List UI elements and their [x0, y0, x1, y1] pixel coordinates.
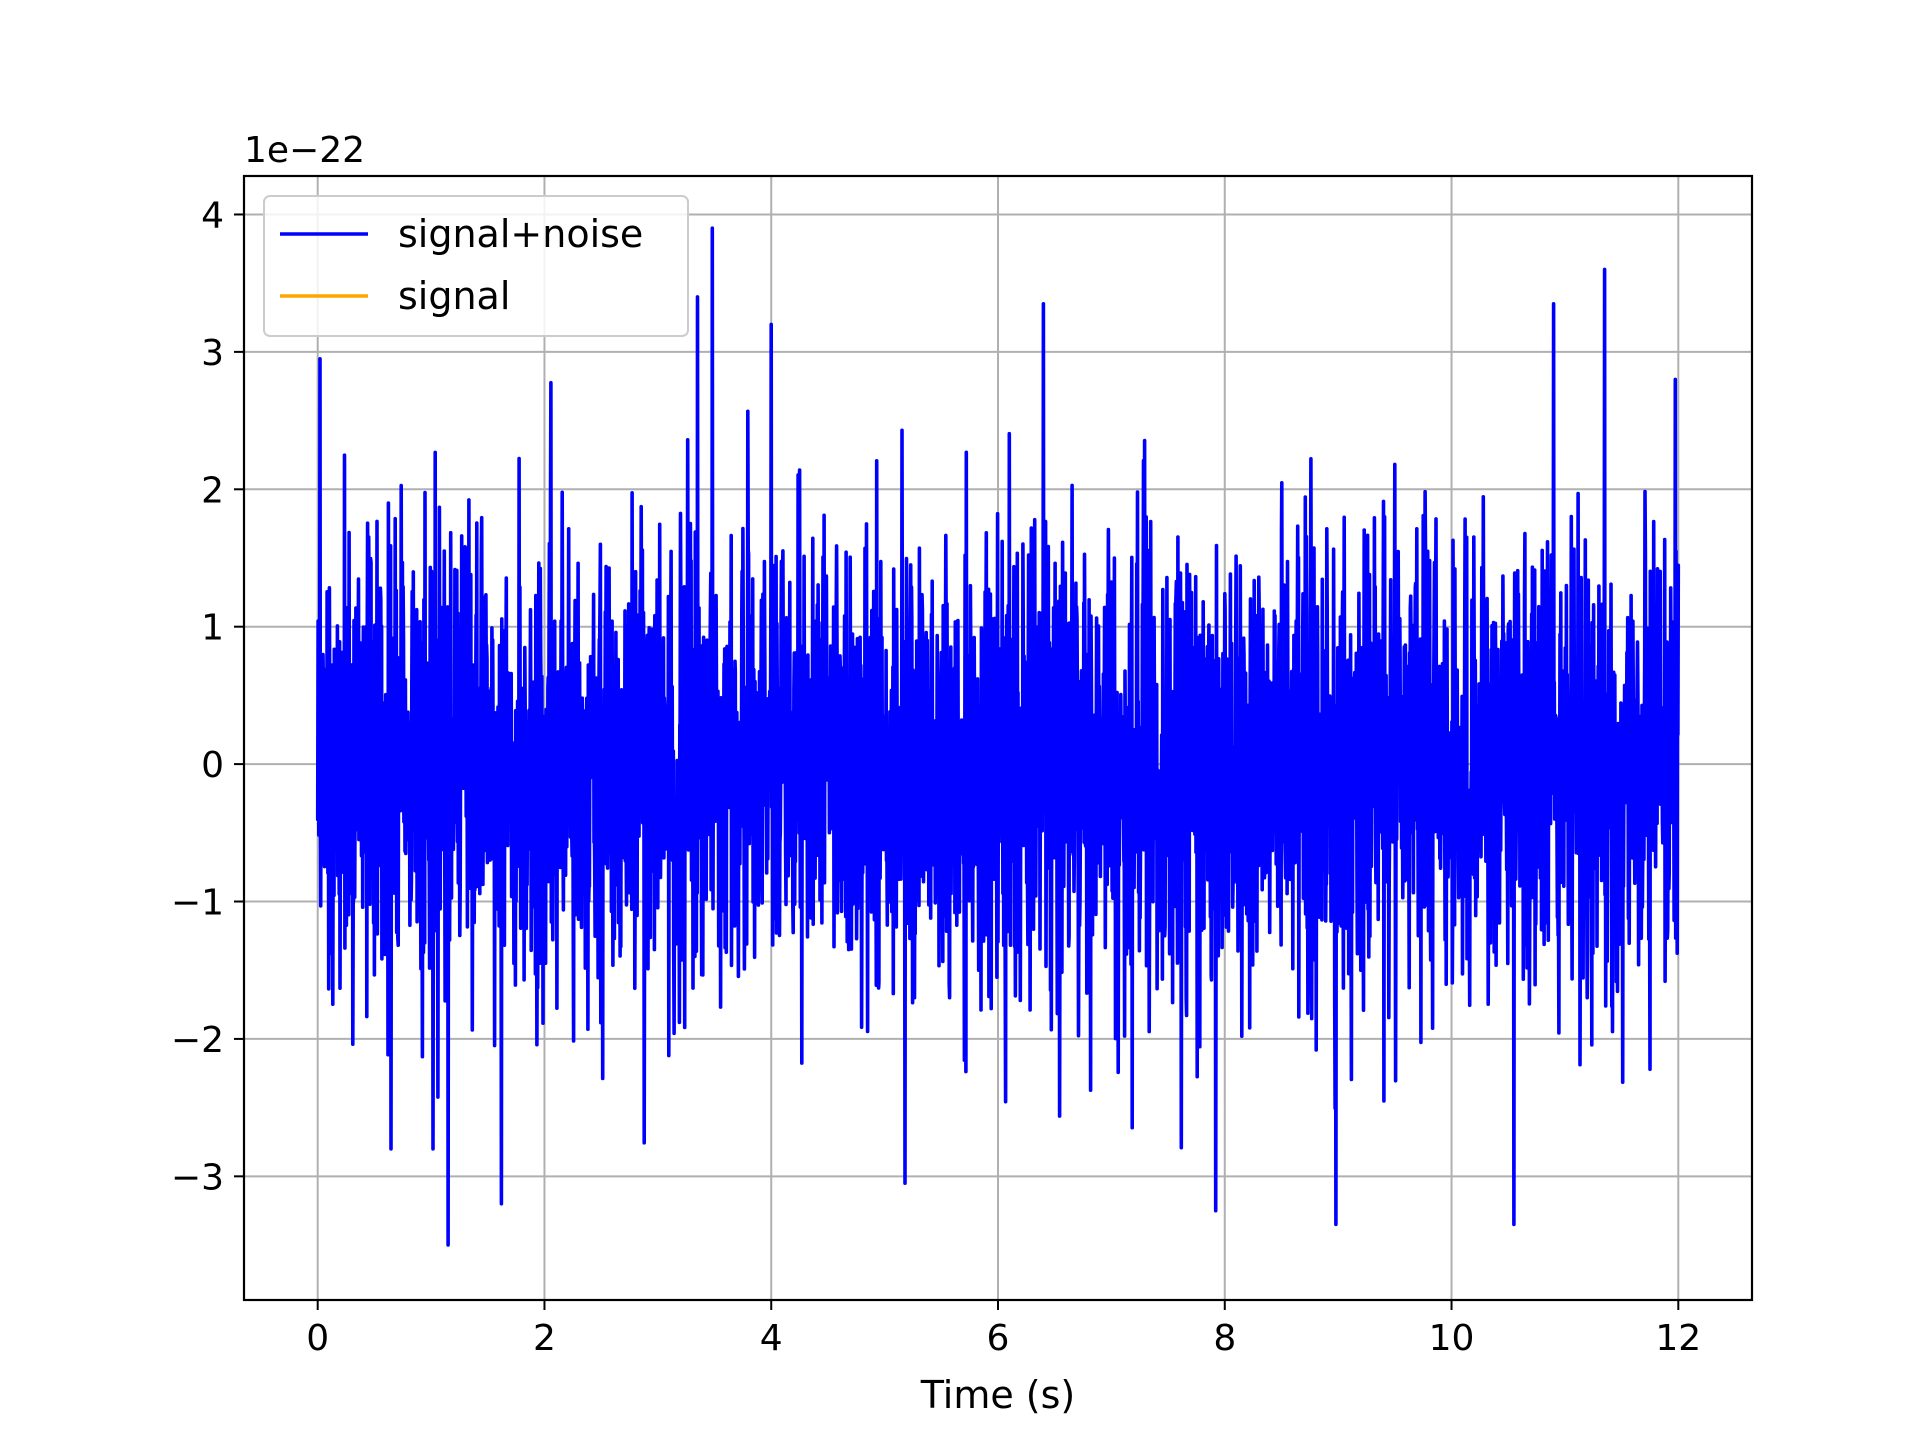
y-tick-label: −3 — [171, 1157, 224, 1198]
x-tick-label: 12 — [1655, 1318, 1701, 1359]
y-tick-label: −1 — [171, 883, 224, 924]
plot-area — [315, 226, 1681, 1247]
series-signal-noise-line — [315, 226, 1681, 1247]
y-tick-label: 1 — [201, 608, 224, 649]
legend: signal+noise signal — [263, 195, 689, 337]
x-tick-label: 4 — [760, 1318, 783, 1359]
x-tick-label: 8 — [1213, 1318, 1236, 1359]
legend-label-signal-noise: signal+noise — [398, 212, 643, 256]
y-tick-label: −2 — [171, 1020, 224, 1061]
y-tick-label: 3 — [201, 333, 224, 374]
x-tick-label: 0 — [306, 1318, 329, 1359]
y-tick-label: 0 — [201, 745, 224, 786]
legend-label-signal: signal — [398, 274, 510, 318]
y-tick-label: 2 — [201, 470, 224, 511]
legend-box — [263, 195, 689, 337]
x-tick-label: 10 — [1429, 1318, 1475, 1359]
y-tick-label: 4 — [201, 195, 224, 236]
x-tick-label: 2 — [533, 1318, 556, 1359]
x-axis-label: Time (s) — [920, 1373, 1076, 1417]
y-axis-offset-text: 1e−22 — [244, 130, 365, 171]
x-tick-label: 6 — [987, 1318, 1010, 1359]
